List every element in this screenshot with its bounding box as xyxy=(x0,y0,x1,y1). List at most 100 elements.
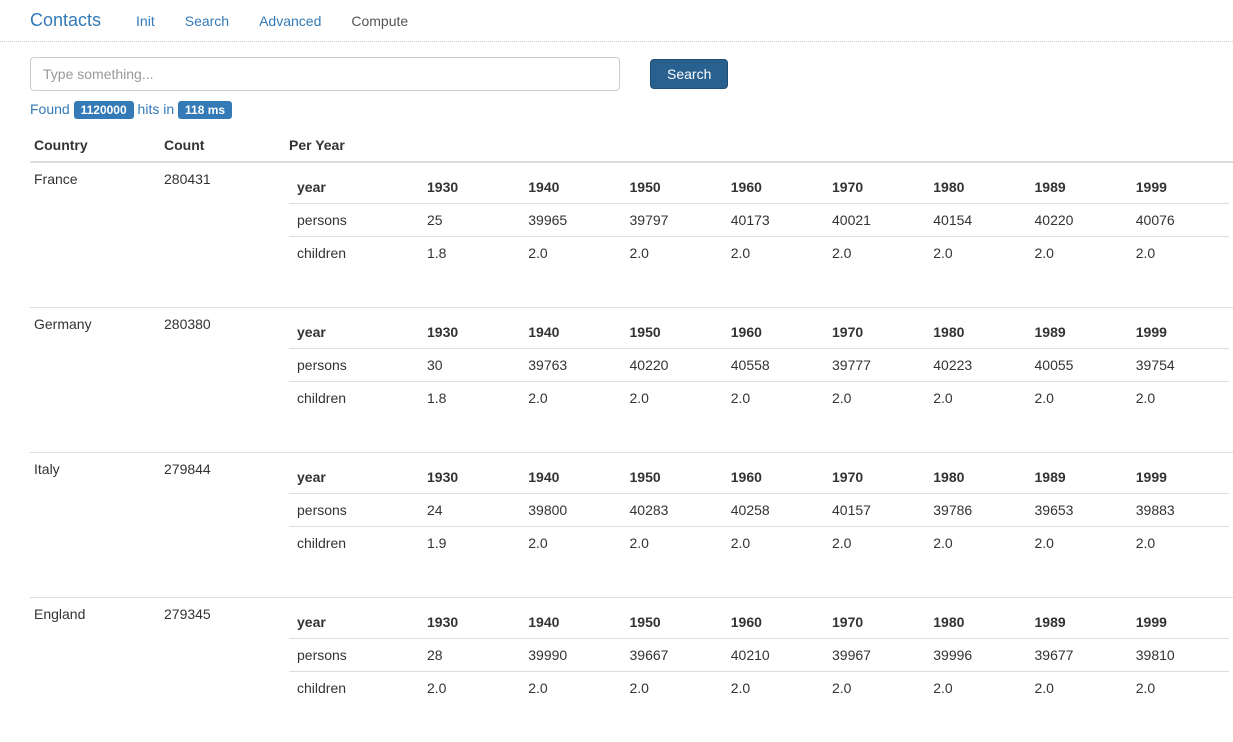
persons-cell: 39967 xyxy=(824,639,925,672)
children-row-label: children xyxy=(289,672,419,705)
persons-cell: 40283 xyxy=(622,494,723,527)
year-cell: 1999 xyxy=(1128,606,1229,639)
children-cell: 2.0 xyxy=(1027,237,1128,270)
children-row: children1.82.02.02.02.02.02.02.0 xyxy=(289,382,1229,415)
cell-per-year: year19301940195019601970198019891999pers… xyxy=(285,598,1233,742)
children-cell: 2.0 xyxy=(723,237,824,270)
persons-cell: 40173 xyxy=(723,204,824,237)
persons-cell: 39754 xyxy=(1128,349,1229,382)
children-row: children1.92.02.02.02.02.02.02.0 xyxy=(289,527,1229,560)
persons-cell: 39667 xyxy=(622,639,723,672)
year-cell: 1960 xyxy=(723,461,824,494)
persons-cell: 39677 xyxy=(1027,639,1128,672)
persons-cell: 24 xyxy=(419,494,520,527)
children-cell: 2.0 xyxy=(520,237,621,270)
search-button[interactable]: Search xyxy=(650,59,728,89)
year-cell: 1950 xyxy=(622,171,723,204)
per-year-table: year19301940195019601970198019891999pers… xyxy=(289,316,1229,414)
year-row: year19301940195019601970198019891999 xyxy=(289,606,1229,639)
persons-cell: 39800 xyxy=(520,494,621,527)
children-cell: 2.0 xyxy=(520,382,621,415)
nav-link-advanced[interactable]: Advanced xyxy=(259,13,321,29)
cell-country: England xyxy=(30,598,160,742)
persons-row-label: persons xyxy=(289,639,419,672)
year-cell: 1970 xyxy=(824,316,925,349)
children-cell: 2.0 xyxy=(824,527,925,560)
persons-cell: 40223 xyxy=(925,349,1026,382)
children-cell: 2.0 xyxy=(824,382,925,415)
per-year-table: year19301940195019601970198019891999pers… xyxy=(289,171,1229,269)
children-cell: 2.0 xyxy=(824,672,925,705)
year-row-label: year xyxy=(289,171,419,204)
children-cell: 2.0 xyxy=(1128,672,1229,705)
children-cell: 2.0 xyxy=(622,672,723,705)
children-cell: 2.0 xyxy=(520,672,621,705)
persons-row-label: persons xyxy=(289,204,419,237)
year-row-label: year xyxy=(289,606,419,639)
persons-cell: 39797 xyxy=(622,204,723,237)
year-cell: 1999 xyxy=(1128,461,1229,494)
children-cell: 2.0 xyxy=(1128,527,1229,560)
children-cell: 2.0 xyxy=(723,527,824,560)
brand-link[interactable]: Contacts xyxy=(30,10,101,31)
year-cell: 1930 xyxy=(419,171,520,204)
year-cell: 1980 xyxy=(925,171,1026,204)
nav-link-init[interactable]: Init xyxy=(136,13,155,29)
persons-cell: 39786 xyxy=(925,494,1026,527)
children-cell: 2.0 xyxy=(1128,237,1229,270)
children-row: children2.02.02.02.02.02.02.02.0 xyxy=(289,672,1229,705)
per-year-table: year19301940195019601970198019891999pers… xyxy=(289,606,1229,704)
children-cell: 2.0 xyxy=(1027,382,1128,415)
children-cell: 2.0 xyxy=(1027,527,1128,560)
persons-cell: 28 xyxy=(419,639,520,672)
year-cell: 1950 xyxy=(622,606,723,639)
year-cell: 1950 xyxy=(622,316,723,349)
persons-row: persons243980040283402584015739786396533… xyxy=(289,494,1229,527)
children-row: children1.82.02.02.02.02.02.02.0 xyxy=(289,237,1229,270)
persons-cell: 25 xyxy=(419,204,520,237)
children-cell: 2.0 xyxy=(925,672,1026,705)
persons-row: persons253996539797401734002140154402204… xyxy=(289,204,1229,237)
persons-cell: 39990 xyxy=(520,639,621,672)
nav-link-search[interactable]: Search xyxy=(185,13,229,29)
children-cell: 1.8 xyxy=(419,382,520,415)
persons-cell: 40021 xyxy=(824,204,925,237)
persons-cell: 39965 xyxy=(520,204,621,237)
per-year-table: year19301940195019601970198019891999pers… xyxy=(289,461,1229,559)
col-header-per-year: Per Year xyxy=(285,129,1233,162)
persons-cell: 40258 xyxy=(723,494,824,527)
year-row: year19301940195019601970198019891999 xyxy=(289,316,1229,349)
children-cell: 2.0 xyxy=(925,527,1026,560)
year-cell: 1950 xyxy=(622,461,723,494)
year-cell: 1970 xyxy=(824,461,925,494)
persons-cell: 40220 xyxy=(622,349,723,382)
children-cell: 1.9 xyxy=(419,527,520,560)
year-row: year19301940195019601970198019891999 xyxy=(289,171,1229,204)
children-cell: 2.0 xyxy=(925,237,1026,270)
persons-row-label: persons xyxy=(289,494,419,527)
persons-cell: 40157 xyxy=(824,494,925,527)
children-row-label: children xyxy=(289,527,419,560)
year-cell: 1930 xyxy=(419,461,520,494)
persons-cell: 39777 xyxy=(824,349,925,382)
table-header-row: Country Count Per Year xyxy=(30,129,1233,162)
status-line: Found 1120000 hits in 118 ms xyxy=(0,101,1233,129)
table-row: Germany280380year19301940195019601970198… xyxy=(30,308,1233,453)
year-cell: 1980 xyxy=(925,316,1026,349)
year-cell: 1970 xyxy=(824,606,925,639)
year-cell: 1940 xyxy=(520,606,621,639)
cell-country: Germany xyxy=(30,308,160,453)
cell-count: 280380 xyxy=(160,308,285,453)
children-cell: 2.0 xyxy=(1027,672,1128,705)
persons-cell: 40076 xyxy=(1128,204,1229,237)
year-cell: 1960 xyxy=(723,316,824,349)
year-cell: 1980 xyxy=(925,461,1026,494)
year-cell: 1999 xyxy=(1128,316,1229,349)
search-input[interactable] xyxy=(30,57,620,91)
children-cell: 2.0 xyxy=(925,382,1026,415)
persons-cell: 40558 xyxy=(723,349,824,382)
persons-cell: 30 xyxy=(419,349,520,382)
nav-link-compute[interactable]: Compute xyxy=(351,13,408,29)
year-cell: 1980 xyxy=(925,606,1026,639)
hits-in-label: hits in xyxy=(138,101,175,117)
